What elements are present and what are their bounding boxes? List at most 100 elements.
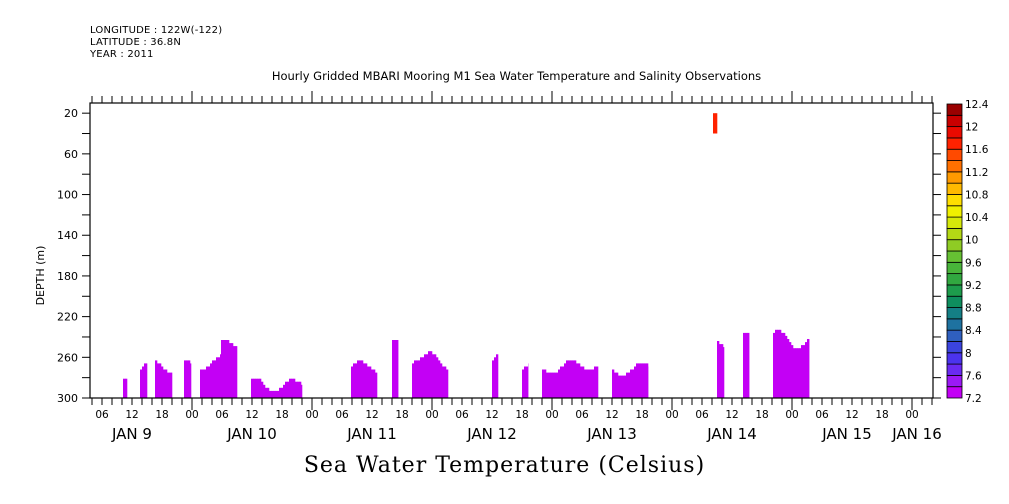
- colorbar-swatch: [946, 386, 963, 399]
- contour-cell: [791, 345, 794, 398]
- contour-cell: [494, 357, 497, 398]
- contour-cell: [807, 339, 810, 398]
- contour-cell: [299, 381, 302, 398]
- contour-cell: [253, 378, 256, 398]
- contour-cell: [640, 363, 643, 398]
- x-hour-label: 06: [335, 409, 349, 421]
- colorbar-label: 10.8: [965, 189, 988, 201]
- y-tick-label: 20: [64, 107, 78, 120]
- x-axis-title: Sea Water Temperature (Celsius): [303, 453, 706, 478]
- colorbar-label: 9.6: [965, 257, 982, 269]
- contour-cell: [363, 363, 366, 398]
- contour-cell: [206, 366, 209, 398]
- contour-cell: [301, 384, 303, 398]
- contour-cell: [576, 363, 579, 398]
- x-hour-label: 18: [155, 409, 168, 421]
- contour-cell: [369, 366, 372, 398]
- contour-cell: [186, 360, 189, 398]
- colorbar-swatch: [946, 250, 963, 263]
- contour-cell: [582, 366, 585, 398]
- year-label: YEAR : 2011: [90, 49, 154, 60]
- contour-cell: [612, 369, 615, 398]
- y-tick-label: 220: [57, 311, 78, 324]
- contour-cell: [434, 354, 437, 398]
- contour-cell: [220, 354, 222, 398]
- contour-cell: [743, 332, 746, 398]
- contour-cell: [777, 329, 780, 398]
- contour-cell: [552, 372, 555, 398]
- contour-cell: [287, 381, 290, 398]
- contour-cell: [438, 360, 441, 398]
- contour-cell: [566, 360, 569, 398]
- data-segment: [140, 363, 148, 398]
- contour-cell: [620, 375, 623, 398]
- contour-cell: [265, 387, 268, 398]
- contour-cell: [229, 343, 232, 398]
- colorbar-label: 8.8: [965, 303, 982, 315]
- contour-cell: [564, 363, 567, 398]
- x-hour-label: 18: [515, 409, 528, 421]
- contour-cell: [781, 332, 784, 398]
- contour-cell: [155, 360, 158, 398]
- data-segment: [492, 354, 499, 398]
- contour-cell: [522, 369, 525, 398]
- contour-cell: [644, 363, 647, 398]
- contour-cell: [204, 369, 207, 398]
- colorbar-swatch: [946, 261, 963, 275]
- contour-cell: [572, 360, 575, 398]
- x-hour-label: 12: [365, 409, 378, 421]
- contour-cell: [231, 343, 234, 398]
- contour-cell: [721, 344, 724, 398]
- contour-cell: [580, 366, 583, 398]
- colorbar-label: 8: [965, 348, 972, 360]
- colorbar-swatch: [946, 318, 963, 331]
- x-day-label: JAN 9: [111, 425, 152, 443]
- data-segment: [184, 360, 192, 398]
- contour-cell: [560, 366, 563, 398]
- contour-cell: [412, 363, 415, 398]
- data-segment: [221, 340, 238, 398]
- contour-cell: [233, 346, 236, 398]
- y-tick-label: 260: [57, 351, 78, 364]
- contour-cell: [140, 369, 143, 398]
- contour-cell: [297, 381, 300, 398]
- x-hour-label: 12: [845, 409, 858, 421]
- data-segment: [251, 378, 303, 398]
- contour-cell: [235, 346, 238, 398]
- colorbar-swatch: [946, 216, 963, 229]
- colorbar-label: 12.4: [965, 99, 989, 111]
- contour-cell: [638, 363, 641, 398]
- contour-cell: [636, 363, 639, 398]
- data-segment: [773, 329, 810, 398]
- x-hour-label: 12: [605, 409, 618, 421]
- contour-cell: [713, 113, 716, 134]
- contour-cell: [167, 372, 170, 398]
- contour-cell: [355, 363, 358, 398]
- contour-cell: [717, 341, 720, 398]
- contour-cell: [277, 390, 280, 398]
- contour-cell: [146, 363, 148, 398]
- x-day-label: JAN 16: [891, 425, 942, 443]
- contour-cell: [805, 342, 808, 398]
- contour-cell: [723, 347, 725, 398]
- x-hour-label: 00: [785, 409, 798, 421]
- contour-cell: [570, 360, 573, 398]
- colorbar: 12.4 12 11.6 11.2 10.8 10.4 10 9.6 9.2 8.8 8.4 8 7.6…: [946, 99, 989, 405]
- x-day-label: JAN 10: [226, 425, 277, 443]
- contour-cell: [426, 354, 429, 398]
- contour-cell: [202, 369, 205, 398]
- y-tick-label: 140: [57, 229, 78, 242]
- x-hour-label: 06: [455, 409, 469, 421]
- contour-cell: [789, 342, 792, 398]
- colorbar-swatch: [946, 239, 963, 252]
- x-day-label: JAN 15: [821, 425, 872, 443]
- contour-cell: [446, 369, 449, 398]
- contour-cell: [218, 357, 221, 398]
- contour-cell: [375, 372, 378, 398]
- colorbar-label: 7.6: [965, 370, 982, 382]
- data-segment: [542, 360, 599, 398]
- longitude-label: LONGITUDE : 122W(-122): [90, 25, 223, 36]
- data-segment: [412, 351, 449, 398]
- contour-cell: [642, 363, 645, 398]
